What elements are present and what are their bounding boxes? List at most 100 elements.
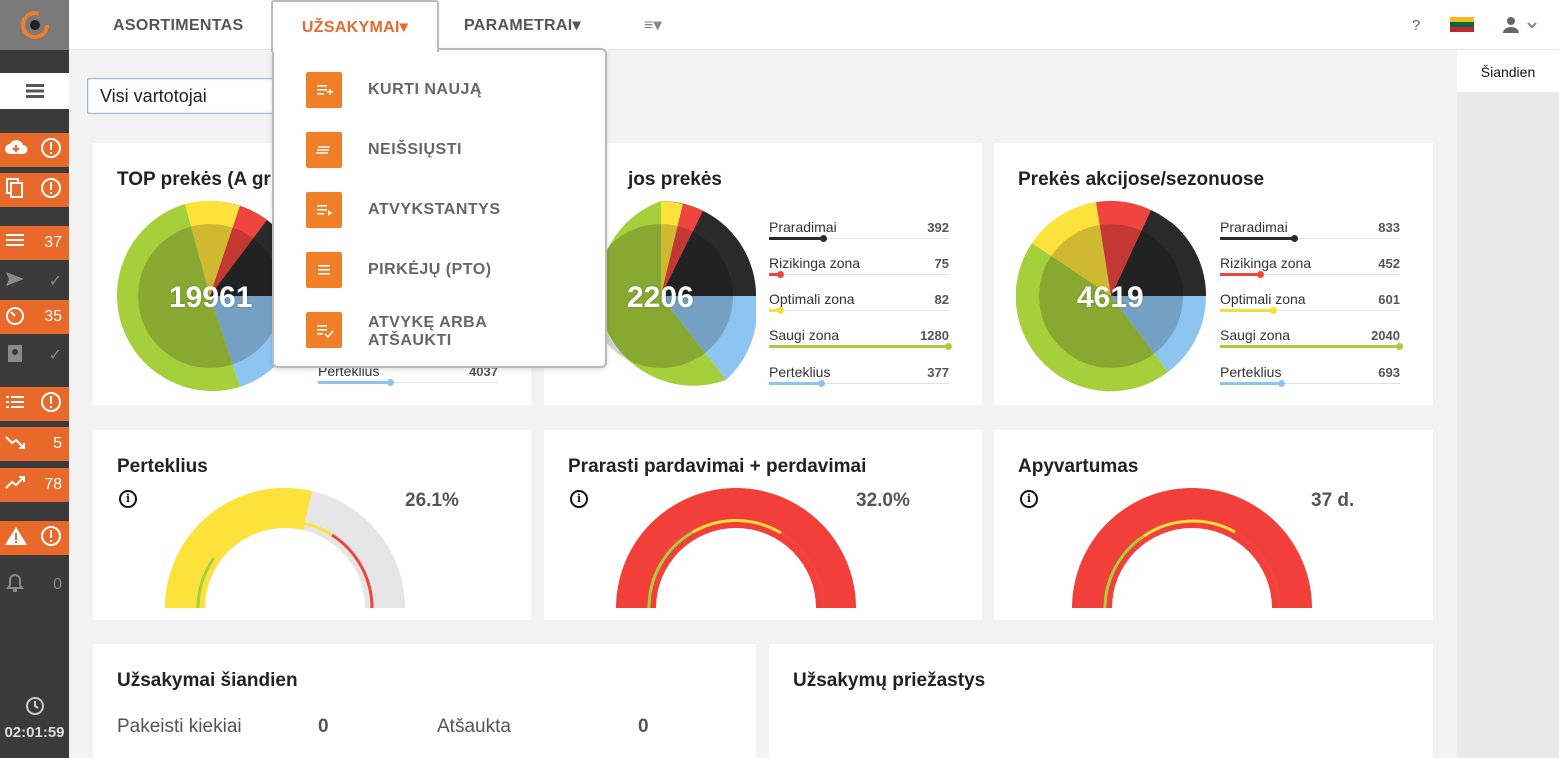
menu-item-label-line1: ATVYKĘ ARBA	[368, 314, 488, 331]
card-title: Prekės akcijose/sezonuose	[1018, 169, 1265, 190]
card-turnover-gauge: Apyvartumas i 37 d.	[994, 430, 1433, 620]
zone-label: Optimali zona	[769, 291, 855, 307]
sidebar-item-clipboard-status: ✓	[48, 347, 62, 364]
card-promo-products: Prekės akcijose/sezonuose 4619 Praradima…	[994, 143, 1433, 405]
menu-item-label: NEIŠSIŲSTI	[368, 141, 462, 158]
warning-icon	[4, 525, 28, 552]
zone-label: Praradimai	[769, 219, 837, 235]
info-icon[interactable]: i	[119, 490, 137, 508]
card-title: Užsakymai šiandien	[117, 670, 298, 691]
bullet-list-icon	[4, 393, 26, 416]
menu-item-arrived-cancelled[interactable]: ATVYKĘ ARBA ATŠAUKTI	[306, 312, 596, 352]
sidebar-item-trend-down[interactable]: 5	[0, 427, 69, 461]
group-products-donut	[589, 201, 756, 386]
sidebar-item-sent-status: ✓	[48, 273, 62, 290]
tab-today[interactable]: Šiandien	[1457, 50, 1559, 92]
nav-tab-more[interactable]: ≡▾	[644, 17, 662, 34]
zone-row-safe: Saugi zona 1280	[769, 327, 952, 350]
zone-value: 452	[1378, 256, 1400, 271]
card-title: Prarasti pardavimai + perdavimai	[568, 456, 867, 477]
sidebar-item-copies[interactable]	[0, 173, 69, 207]
clipboard-icon	[4, 342, 26, 369]
clock-time: 02:01:59	[4, 724, 65, 741]
menu-item-unsent[interactable]: NEIŠSIŲSTI	[306, 132, 596, 168]
card-title: Perteklius	[117, 456, 208, 477]
nav-tab-parameters[interactable]: PARAMETRAI▾	[464, 17, 581, 34]
zone-label: Saugi zona	[769, 327, 840, 343]
app-logo[interactable]	[0, 0, 69, 50]
gauge-value: 37 d.	[1311, 490, 1355, 511]
server-list-icon	[25, 84, 44, 98]
nav-tab-orders[interactable]: UŽSAKYMAI▾	[271, 0, 439, 52]
logo-icon	[20, 11, 49, 39]
lost-sales-gauge	[616, 488, 856, 609]
card-title: jos prekės	[628, 169, 722, 190]
sidebar-item-clipboard[interactable]: ✓	[0, 338, 69, 372]
language-flag-icon[interactable]	[1450, 17, 1474, 33]
right-panel	[1457, 50, 1559, 758]
card-order-reasons: Užsakymų priežastys	[769, 644, 1433, 758]
zone-row-excess: Perteklius 377	[769, 364, 949, 387]
menu-item-arriving[interactable]: ATVYKSTANTYS	[306, 192, 596, 228]
sidebar-item-notifications[interactable]: 0	[0, 568, 69, 602]
menu-item-label: KURTI NAUJĄ	[368, 81, 482, 98]
zone-label: Rizikinga zona	[769, 255, 861, 271]
zone-label: Perteklius	[1220, 364, 1282, 380]
user-icon	[1503, 17, 1537, 33]
sidebar-item-trend-up[interactable]: 78	[0, 468, 69, 502]
card-title: Apyvartumas	[1018, 456, 1139, 477]
promo-products-total: 4619	[1077, 281, 1144, 314]
zone-row-excess: Perteklius 693	[1220, 364, 1400, 387]
sidebar-item-trend-down-count: 5	[53, 435, 62, 452]
session-clock: 02:01:59	[0, 696, 69, 741]
trend-down-icon	[4, 433, 26, 456]
menu-item-create-new[interactable]: KURTI NAUJĄ	[306, 72, 596, 108]
sidebar-item-timer[interactable]: 35	[0, 300, 69, 334]
alert-circle-icon	[40, 177, 62, 204]
zone-value: 601	[1378, 292, 1400, 307]
menu-item-buyers[interactable]: PIRKĖJŲ (PTO)	[306, 252, 596, 288]
card-group-products: jos prekės 2206 Praradimai 392 Rizikinga…	[544, 143, 982, 405]
zone-value: 833	[1378, 220, 1400, 235]
help-button[interactable]: ?	[1412, 17, 1421, 34]
sidebar-item-bullets[interactable]	[0, 387, 69, 421]
menu-item-label-line2: ATŠAUKTI	[368, 332, 452, 349]
list-icon	[4, 232, 26, 255]
changed-quantities-value: 0	[318, 716, 329, 737]
list-icon	[306, 252, 342, 288]
sidebar-item-downloads[interactable]	[0, 133, 69, 167]
cancelled-label: Atšaukta	[437, 716, 511, 737]
excess-gauge	[165, 488, 405, 609]
info-icon[interactable]: i	[570, 490, 588, 508]
user-filter-input[interactable]: Visi vartotojai	[87, 78, 287, 114]
menu-toggle-button[interactable]	[0, 73, 69, 109]
bell-icon	[4, 572, 26, 599]
sidebar-item-orders[interactable]: 37	[0, 226, 69, 260]
copy-icon	[4, 177, 26, 204]
unsent-icon	[306, 132, 342, 168]
zone-value: 377	[927, 365, 949, 380]
alert-circle-icon	[40, 137, 62, 164]
user-menu-button[interactable]	[1503, 16, 1541, 36]
sidebar-item-notifications-count: 0	[53, 576, 62, 593]
group-products-total: 2206	[627, 281, 694, 314]
zone-label: Optimali zona	[1220, 291, 1306, 307]
nav-tab-assortment[interactable]: ASORTIMENTAS	[113, 17, 244, 34]
cancelled-value: 0	[638, 716, 649, 737]
arriving-icon	[306, 192, 342, 228]
sidebar-item-trend-up-count: 78	[44, 476, 62, 493]
sidebar-item-sent[interactable]: ✓	[0, 264, 69, 298]
send-icon	[4, 270, 26, 293]
orders-dropdown-menu: KURTI NAUJĄ NEIŠSIŲSTI ATVYKSTANTYS PIRK…	[272, 48, 607, 368]
top-navigation: ASORTIMENTAS UŽSAKYMAI▾ PARAMETRAI▾ ≡▾ ?	[69, 0, 1559, 52]
slice-risk	[210, 206, 267, 296]
zone-label: Saugi zona	[1220, 327, 1291, 343]
sidebar: 37 ✓ 35 ✓ 5 78 0 02:01:59	[0, 0, 69, 758]
info-icon[interactable]: i	[1020, 490, 1038, 508]
sidebar-item-orders-count: 37	[44, 234, 62, 251]
sidebar-item-warnings[interactable]	[0, 521, 69, 555]
zone-label: Rizikinga zona	[1220, 255, 1312, 271]
list-add-icon	[306, 72, 342, 108]
promo-products-donut	[1016, 200, 1206, 392]
gauge-value: 32.0%	[856, 490, 910, 511]
